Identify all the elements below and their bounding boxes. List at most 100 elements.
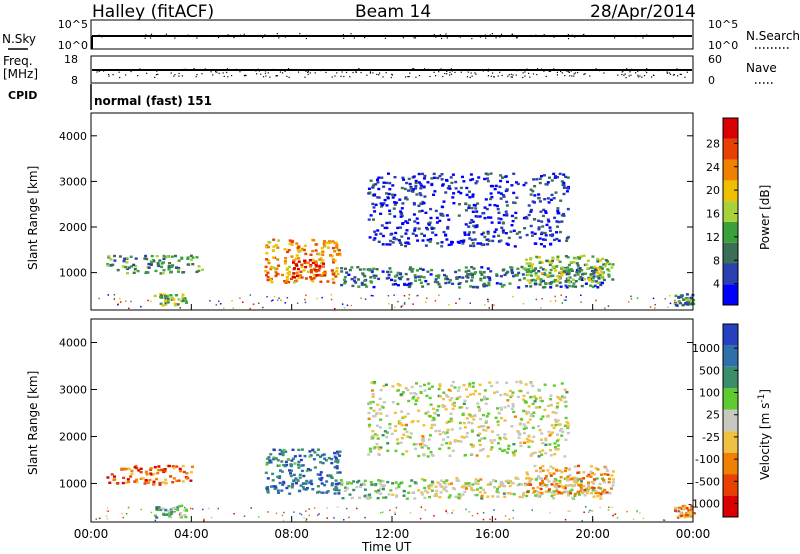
heatmap-cell <box>298 473 302 476</box>
heatmap-cell <box>528 480 532 483</box>
nsky-point <box>567 33 569 36</box>
heatmap-cell <box>406 241 410 244</box>
heatmap-cell <box>379 446 383 449</box>
heatmap-cell <box>185 472 189 475</box>
heatmap-cell <box>678 506 681 509</box>
heatmap-cell <box>600 473 603 476</box>
heatmap-cell <box>435 274 439 278</box>
heatmap-cell <box>537 219 541 222</box>
heatmap-cell <box>428 396 432 400</box>
heatmap-cell <box>504 232 508 235</box>
heatmap-cell <box>447 483 451 486</box>
heatmap-cell <box>394 231 398 235</box>
heatmap-cell <box>461 493 465 496</box>
heatmap-cell <box>181 293 185 296</box>
heatmap-cell <box>522 303 525 305</box>
heatmap-cell <box>450 181 454 185</box>
heatmap-cell <box>356 481 359 484</box>
heatmap-cell <box>155 516 159 519</box>
heatmap-cell <box>283 511 285 514</box>
heatmap-cell <box>526 476 530 480</box>
heatmap-cell <box>426 282 430 286</box>
heatmap-cell <box>113 478 117 481</box>
heatmap-cell <box>397 485 401 489</box>
heatmap-cell <box>563 400 567 404</box>
heatmap-cell <box>287 273 291 276</box>
heatmap-cell <box>308 265 312 268</box>
heatmap-cell <box>287 280 291 284</box>
heatmap-cell <box>682 508 684 510</box>
heatmap-cell <box>297 460 301 464</box>
nave-point <box>672 74 675 76</box>
heatmap-cell <box>330 269 334 272</box>
heatmap-cell <box>525 285 529 288</box>
heatmap-cell <box>461 412 465 415</box>
heatmap-cell <box>396 271 400 275</box>
heatmap-cell <box>190 507 192 510</box>
heatmap-cell <box>533 232 537 235</box>
heatmap-cell <box>573 476 577 479</box>
heatmap-cell <box>403 295 406 297</box>
heatmap-cell <box>400 481 404 484</box>
heatmap-cell <box>570 477 574 481</box>
heatmap-cell <box>168 514 171 518</box>
heatmap-cell <box>306 270 310 273</box>
heatmap-cell <box>462 384 466 387</box>
heatmap-cell <box>510 184 514 187</box>
heatmap-cell <box>159 293 163 296</box>
heatmap-cell <box>541 286 545 289</box>
heatmap-cell <box>416 396 420 400</box>
nave-point <box>193 68 195 70</box>
heatmap-cell <box>681 504 685 508</box>
heatmap-cell <box>460 485 464 489</box>
heatmap-cell <box>145 271 148 274</box>
heatmap-cell <box>539 278 543 281</box>
heatmap-cell <box>159 295 163 299</box>
heatmap-cell <box>457 241 461 244</box>
heatmap-cell <box>576 471 580 474</box>
heatmap-cell <box>531 452 535 455</box>
heatmap-cell <box>424 489 428 493</box>
heatmap-cell <box>233 513 235 515</box>
heatmap-cell <box>677 296 681 299</box>
heatmap-cell <box>484 304 486 306</box>
colorbar-tick-label: 12 <box>706 231 720 244</box>
heatmap-cell <box>270 281 274 284</box>
heatmap-cell <box>338 454 342 457</box>
heatmap-cell <box>451 380 455 384</box>
nave-point <box>201 73 203 75</box>
heatmap-cell <box>159 272 163 275</box>
nsky-point <box>384 37 387 39</box>
heatmap-cell <box>266 276 270 279</box>
heatmap-cell <box>167 266 171 270</box>
heatmap-cell <box>508 492 512 495</box>
heatmap-cell <box>470 488 474 492</box>
heatmap-cell <box>352 488 356 492</box>
heatmap-cell <box>335 253 339 256</box>
heatmap-cell <box>601 272 604 276</box>
heatmap-cell <box>308 455 312 458</box>
heatmap-cell <box>568 483 572 487</box>
heatmap-cell <box>674 303 678 307</box>
heatmap-cell <box>400 275 404 279</box>
y-tick-label: 4000 <box>59 130 87 143</box>
heatmap-cell <box>468 196 472 199</box>
heatmap-cell <box>362 273 366 276</box>
heatmap-cell <box>372 285 376 289</box>
heatmap-cell <box>556 225 559 228</box>
heatmap-cell <box>544 210 548 213</box>
nsky-point <box>553 36 555 38</box>
heatmap-cell <box>488 307 490 309</box>
nsky-point <box>672 36 675 38</box>
heatmap-cell <box>560 427 564 431</box>
nsky-point <box>150 37 152 39</box>
heatmap-cell <box>487 283 491 287</box>
x-tick-label: 00:00 <box>74 527 109 541</box>
heatmap-cell <box>312 458 316 461</box>
heatmap-cell <box>591 266 595 270</box>
heatmap-cell <box>464 266 468 269</box>
heatmap-cell <box>539 266 543 269</box>
heatmap-cell <box>310 482 314 486</box>
nave-point <box>98 70 100 72</box>
heatmap-cell <box>364 298 367 300</box>
